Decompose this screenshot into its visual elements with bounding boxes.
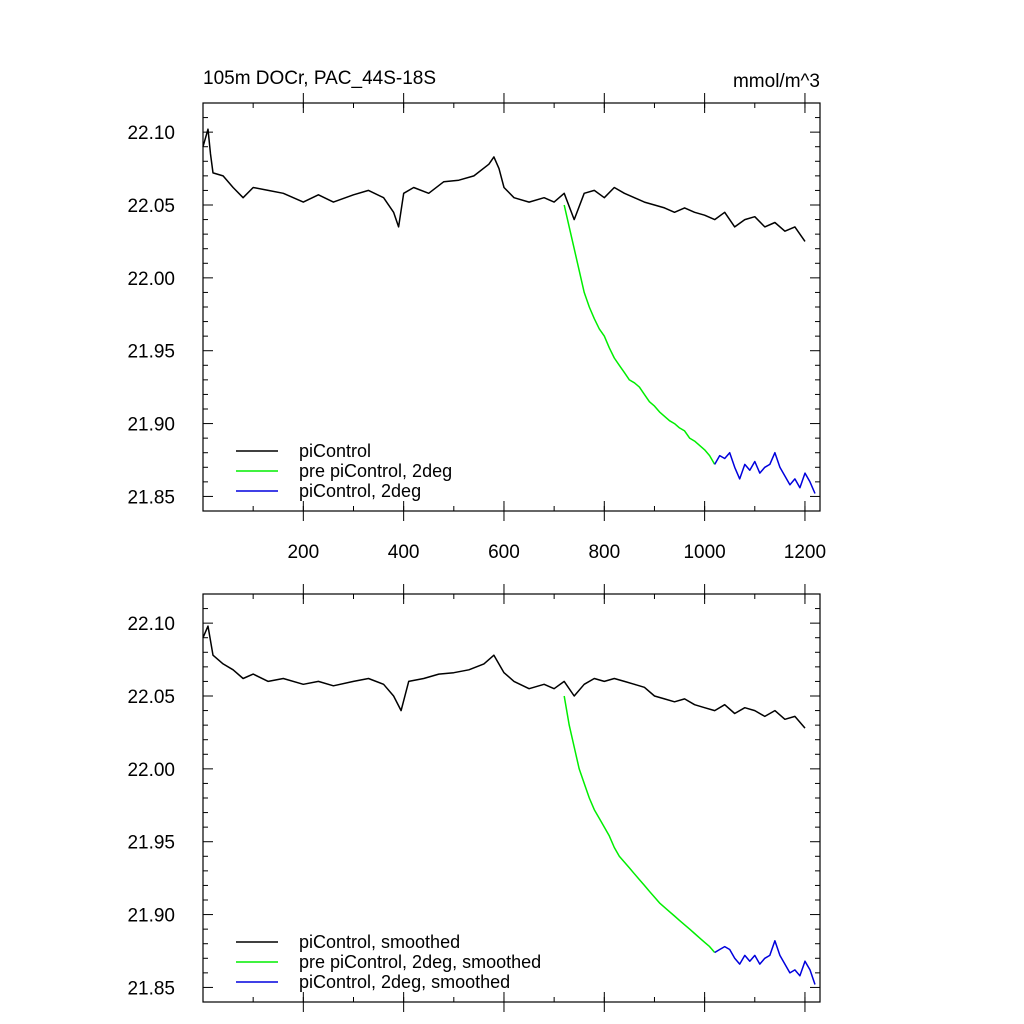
top-xtick-label: 400 (388, 542, 420, 563)
bottom-ytick-label: 21.90 (127, 906, 175, 927)
top-ytick-label: 21.85 (127, 487, 175, 508)
top-xtick-label: 1000 (683, 542, 725, 563)
bottom-legend-label: pre piControl, 2deg, smoothed (299, 952, 541, 972)
top-legend-label: piControl, 2deg (299, 481, 421, 501)
top-xtick-label: 600 (488, 542, 520, 563)
top-ytick-label: 21.90 (127, 415, 175, 436)
top-chart-panel: 22.10 22.05 22.00 21.95 21.90 21.85 200 400 600 8… (127, 93, 826, 563)
top-xtick-label: 200 (287, 542, 319, 563)
bottom-ytick-label: 22.05 (127, 687, 175, 708)
bottom-ytick-label: 22.10 (127, 614, 175, 635)
top-series-line-2 (563, 204, 716, 465)
bottom-legend-label: piControl, 2deg, smoothed (299, 972, 510, 992)
bottom-series-line-3 (714, 940, 816, 985)
top-chart-units: mmol/m^3 (733, 71, 820, 92)
bottom-legend-label: piControl, smoothed (299, 932, 460, 952)
top-ytick-label: 22.00 (127, 269, 175, 290)
top-xtick-label: 1200 (784, 542, 826, 563)
top-legend-label: pre piControl, 2deg (299, 461, 452, 481)
top-series-line-3 (714, 451, 816, 494)
bottom-series-line-2 (563, 695, 716, 953)
bottom-ytick-label: 21.95 (127, 833, 175, 854)
top-series-line-1 (202, 128, 806, 242)
top-ytick-label: 22.10 (127, 123, 175, 144)
bottom-series-line-1 (202, 625, 806, 729)
top-xtick-label: 800 (588, 542, 620, 563)
bottom-ytick-label: 21.85 (127, 978, 175, 999)
bottom-chart-panel: 22.10 22.05 22.00 21.95 21.90 21.85 piControl,… (127, 584, 821, 1012)
top-legend-label: piControl (299, 441, 371, 461)
top-ytick-label: 22.05 (127, 196, 175, 217)
top-ytick-label: 21.95 (127, 342, 175, 363)
bottom-ytick-label: 22.00 (127, 760, 175, 781)
top-chart-title: 105m DOCr, PAC_44S-18S (203, 68, 436, 89)
